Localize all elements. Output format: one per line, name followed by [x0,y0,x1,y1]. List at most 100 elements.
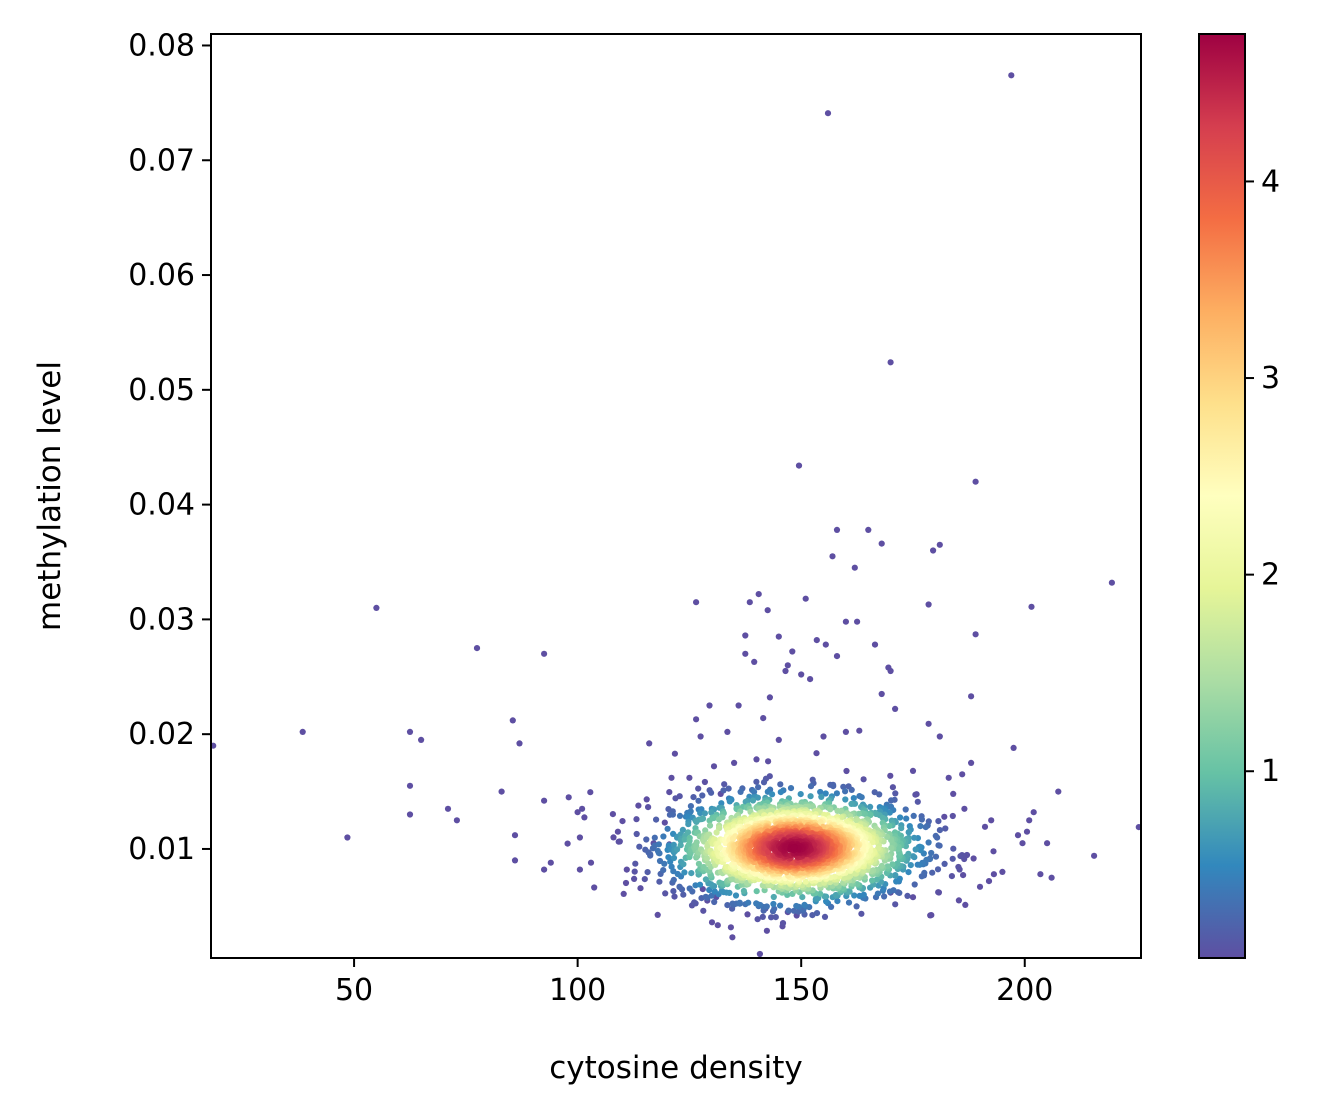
data-point [932,832,939,840]
data-point [807,793,814,800]
data-point [699,815,707,822]
data-point [855,810,863,817]
data-point [633,830,640,838]
data-point [1010,744,1017,752]
colorbar-tick-label: 4 [1261,164,1280,199]
data-point [1091,852,1098,859]
data-point [799,894,806,901]
data-point [932,853,940,860]
data-point [755,591,762,598]
data-point [713,829,720,836]
data-point [817,890,824,897]
data-point [807,783,815,790]
data-point [676,812,684,820]
data-point [942,825,949,832]
data-point [985,878,993,885]
data-point [681,836,688,843]
data-point [950,845,957,852]
colorbar-tick-label: 1 [1261,754,1280,789]
data-point [702,827,709,834]
data-point [873,876,880,883]
data-point [770,893,777,901]
data-point [661,819,668,826]
colorbar-tick-label: 3 [1261,361,1280,396]
data-point [511,832,519,839]
data-point [790,907,798,914]
data-point [646,740,653,747]
data-point [541,797,548,804]
data-point [927,912,934,919]
data-point [674,846,681,853]
data-point [842,796,849,803]
data-point [914,798,921,805]
data-point [771,905,778,912]
data-point [693,842,700,850]
data-point [925,720,932,727]
data-point [832,891,840,899]
scatter-points [210,72,1142,958]
plot-frame [210,33,1142,959]
data-point [970,855,977,862]
data-point [609,811,617,818]
data-point [782,667,789,675]
data-point [763,903,770,910]
data-point [749,797,757,804]
data-point [418,736,425,744]
y-tick-label: 0.01 [128,832,195,867]
data-point [702,876,710,883]
data-point [860,776,867,783]
data-point [690,794,697,801]
data-point [888,844,895,852]
data-point [680,861,687,868]
data-point [686,774,693,781]
data-point [498,788,505,795]
data-point [753,778,760,785]
data-point [955,897,963,904]
data-point [813,910,821,917]
data-point [779,920,787,927]
data-point [842,728,850,736]
data-point [742,632,749,639]
data-point [655,841,663,848]
data-point [669,811,677,818]
data-point [833,790,841,797]
colorbar [1198,33,1246,959]
data-point [905,829,912,836]
data-point [869,877,876,884]
data-point [902,843,910,850]
data-point [753,756,760,763]
data-point [574,809,581,816]
data-point [731,759,738,767]
data-point [299,728,306,736]
data-point [898,825,905,832]
data-point [641,876,648,883]
data-point [874,890,882,897]
data-point [576,866,584,873]
data-point [769,791,776,798]
data-point [834,898,841,905]
data-point [950,790,957,798]
data-point [473,645,481,652]
data-point [760,779,768,786]
data-point [740,887,748,895]
data-point [579,805,586,812]
data-point [843,767,850,775]
data-point [587,859,595,866]
data-point [697,810,704,817]
data-point [706,817,713,824]
data-point [972,631,979,638]
data-point [651,834,658,841]
data-point [616,838,623,845]
data-point [693,599,700,606]
data-point [684,829,692,836]
data-point [706,702,713,709]
data-point [829,553,836,560]
data-point [848,800,855,808]
data-point [444,805,452,812]
data-point [860,891,867,898]
data-point [858,910,865,917]
data-point [961,805,968,812]
data-point [929,869,936,876]
data-point [777,789,784,796]
data-point [833,526,841,534]
